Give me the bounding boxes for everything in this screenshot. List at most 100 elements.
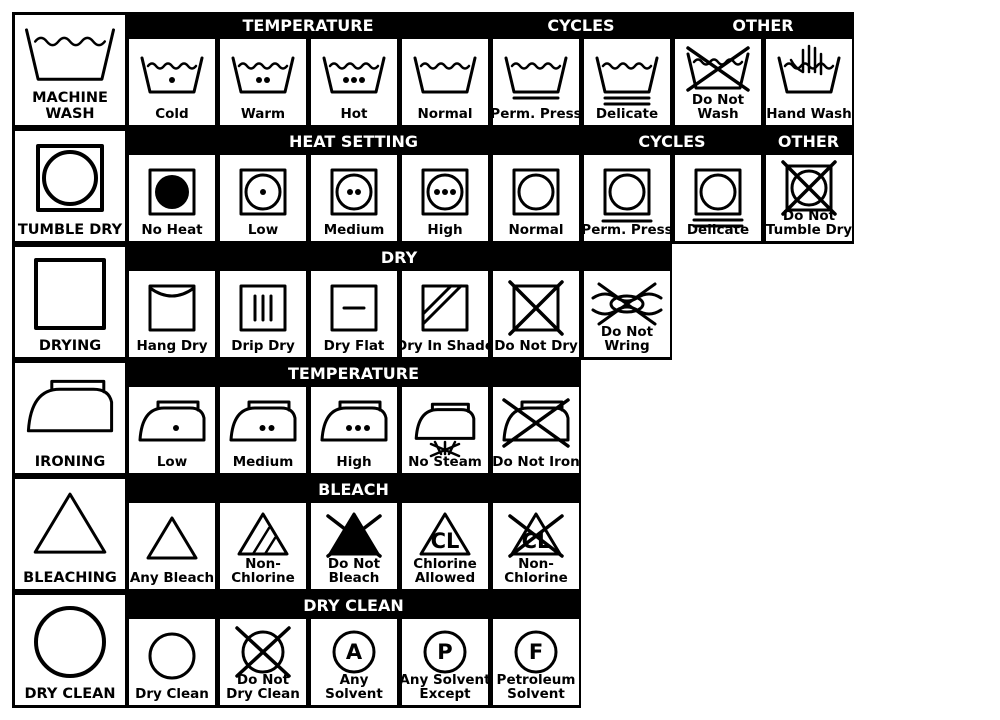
symbol-label: TUMBLE DRY (18, 222, 123, 238)
tumble-perm-press-icon (601, 168, 653, 223)
do-not-wash-icon (686, 46, 750, 92)
dry-flat-icon (330, 284, 378, 332)
tumble-high-icon (421, 168, 469, 216)
symbol-label: Bleach (329, 570, 380, 586)
symbol-label: Allowed (415, 570, 475, 586)
symbol-label: Warm (241, 106, 285, 122)
section-header: TEMPERATURE (242, 16, 373, 35)
iron-no-steam-icon (414, 402, 476, 458)
symbol-cell (220, 503, 306, 589)
non-chlorine-bleach-icon (237, 512, 289, 556)
tumble-delicate-icon (692, 168, 744, 228)
symbol-label: IRONING (35, 454, 105, 470)
symbol-label: BLEACHING (23, 570, 117, 586)
symbol-label: Wring (604, 338, 649, 354)
wash-cold-icon (140, 56, 204, 94)
symbol-label: Normal (508, 222, 563, 238)
symbol-label: Do Not (601, 324, 654, 340)
section-header: CYCLES (638, 132, 705, 151)
dry-clean-icon (148, 632, 196, 680)
symbol-label: Dry Flat (324, 338, 385, 354)
category-cell (15, 15, 125, 125)
symbol-label: Hand Wash (766, 106, 852, 122)
hand-wash-icon (777, 44, 841, 94)
symbol-label: MACHINE (32, 90, 108, 106)
do-not-iron-icon (502, 398, 570, 448)
symbol-glyph: A (346, 640, 363, 664)
tumble-no-heat-icon (148, 168, 196, 216)
symbol-label: Perm. Press (490, 106, 581, 122)
section-header: BLEACH (318, 480, 389, 499)
section-header: OTHER (732, 16, 793, 35)
row-3: IRONING TEMPERATURE Low Medium High No Steam D… (12, 360, 581, 476)
no-chlorine-icon: CL (508, 512, 564, 558)
petroleum-solvent-icon: F (514, 630, 558, 674)
do-not-tumble-dry-icon (781, 160, 837, 216)
symbol-label: Do Not (692, 92, 745, 108)
symbol-label: Wash (697, 106, 738, 122)
symbol-cell (493, 503, 579, 589)
symbol-label: Except (419, 686, 471, 702)
symbol-label: High (336, 454, 371, 470)
symbol-label: Do Not Dry (494, 338, 578, 354)
any-solvent-icon: A (332, 630, 376, 674)
symbol-glyph: CL (431, 529, 460, 553)
symbol-label: High (427, 222, 462, 238)
tumble-dry-icon (36, 144, 104, 212)
iron-high-icon (320, 400, 388, 442)
symbol-label: Hot (340, 106, 368, 122)
symbol-cell (584, 39, 670, 125)
symbol-label: DRYING (39, 338, 101, 354)
symbol-label: Non- (518, 556, 554, 572)
symbol-label: Chlorine (413, 556, 476, 572)
symbol-label: DRY CLEAN (24, 686, 115, 702)
symbol-label: Delicate (596, 106, 658, 122)
symbol-label: Low (248, 222, 278, 238)
symbol-label: Cold (155, 106, 188, 122)
do-not-dry-clean-icon (235, 626, 291, 678)
symbol-cell (402, 39, 488, 125)
symbol-label: Non- (245, 556, 281, 572)
symbol-label: Dry Clean (226, 686, 300, 702)
symbol-label: Solvent (507, 686, 565, 702)
symbol-label: No Steam (408, 454, 482, 470)
dry-clean-circle-icon (34, 606, 106, 678)
symbol-label: Normal (417, 106, 472, 122)
symbol-cell (766, 155, 852, 241)
symbol-label: Hang Dry (136, 338, 207, 354)
iron-icon (26, 379, 114, 433)
symbol-label: Chlorine (504, 570, 567, 586)
symbol-cell (402, 503, 488, 589)
symbol-label: Low (157, 454, 187, 470)
do-not-bleach-icon (326, 512, 382, 558)
category-cell (15, 595, 125, 705)
symbol-label: Perm. Press (581, 222, 672, 238)
category-cell (15, 131, 125, 241)
symbol-label: Dry In Shade (396, 338, 494, 354)
do-not-dry-icon (508, 280, 564, 336)
symbol-glyph: P (437, 640, 452, 664)
row-1: TUMBLE DRY HEAT SETTING CYCLES OTHER No Heat… (12, 128, 854, 244)
solvent-except-icon: P (423, 630, 467, 674)
bleach-triangle-icon (33, 492, 107, 554)
symbol-label: Do Not (237, 672, 290, 688)
wash-warm-icon (231, 56, 295, 94)
symbol-label: No Heat (141, 222, 203, 238)
category-cell (15, 247, 125, 357)
symbol-label: Drip Dry (231, 338, 295, 354)
tumble-medium-icon (330, 168, 378, 216)
symbol-label: Do Not (328, 556, 381, 572)
iron-low-icon (138, 400, 206, 442)
wash-normal-icon (413, 56, 477, 94)
row-2: DRYING DRY Hang Dry Drip Dry Dry Flat Dry In … (12, 244, 672, 360)
symbol-label: Any Solvent (399, 672, 491, 688)
tumble-normal-icon (512, 168, 560, 216)
symbol-glyph: F (529, 640, 543, 664)
symbol-label: Solvent (325, 686, 383, 702)
symbol-label: Medium (324, 222, 385, 238)
wash-delicate-icon (595, 56, 659, 106)
section-header: TEMPERATURE (288, 364, 419, 383)
symbol-label: Tumble Dry (766, 222, 852, 238)
